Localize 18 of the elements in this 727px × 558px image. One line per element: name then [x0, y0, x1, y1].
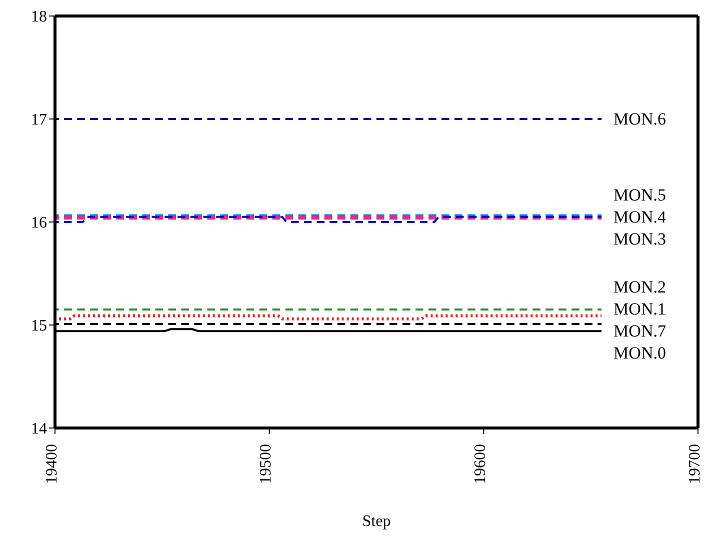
- series-label: MON.4: [614, 207, 666, 226]
- x-axis-title: Step: [361, 513, 392, 531]
- y-tick-label: 17: [31, 112, 47, 129]
- series-label: MON.7: [614, 322, 666, 341]
- x-tick-label: 19400: [43, 444, 60, 484]
- series-label: MON.6: [614, 110, 666, 128]
- x-tick-label: 19700: [686, 444, 704, 484]
- series-label: MON.3: [614, 229, 666, 248]
- y-tick-label: 14: [31, 420, 47, 438]
- x-tick-label: 19500: [258, 444, 275, 484]
- y-tick-label: 16: [31, 214, 47, 232]
- series-label: MON.2: [614, 278, 666, 297]
- series-label: MON.5: [614, 185, 666, 204]
- y-tick-label: 15: [31, 318, 47, 335]
- series-label: MON.1: [614, 300, 666, 319]
- x-tick-label: 19600: [472, 444, 490, 484]
- series-label: MON.0: [614, 344, 666, 363]
- y-tick-label: 18: [31, 8, 47, 26]
